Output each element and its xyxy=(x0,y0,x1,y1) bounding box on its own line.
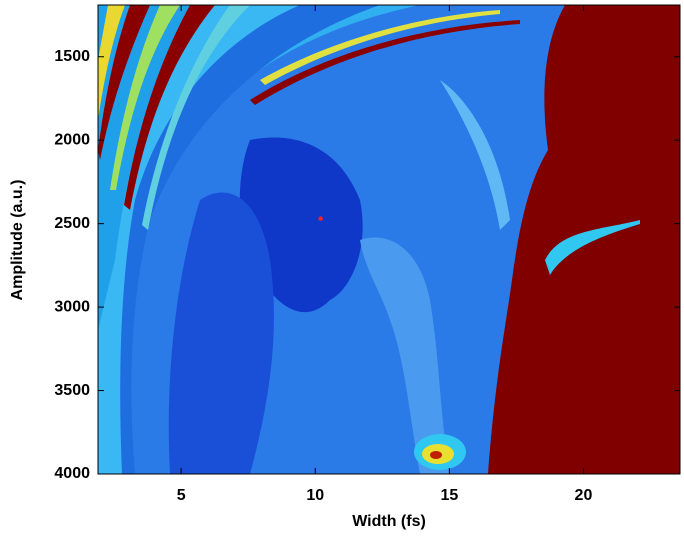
x-tick-label: 20 xyxy=(575,487,593,504)
marker-point xyxy=(318,216,323,221)
x-tick-label: 10 xyxy=(306,487,324,504)
x-tick-label: 5 xyxy=(177,487,186,504)
y-tick-label: 4000 xyxy=(54,465,90,482)
y-tick-label: 1500 xyxy=(54,48,90,65)
x-tick-label: 15 xyxy=(440,487,458,504)
y-tick-label: 3500 xyxy=(54,382,90,399)
x-axis-label: Width (fs) xyxy=(352,513,426,530)
y-axis-label: Amplitude (a.u.) xyxy=(9,180,26,301)
heatmap-image xyxy=(98,5,680,474)
y-tick-label: 3000 xyxy=(54,298,90,315)
plot-frame xyxy=(97,4,681,475)
y-tick-label: 2500 xyxy=(54,215,90,232)
y-tick-label: 2000 xyxy=(54,131,90,148)
